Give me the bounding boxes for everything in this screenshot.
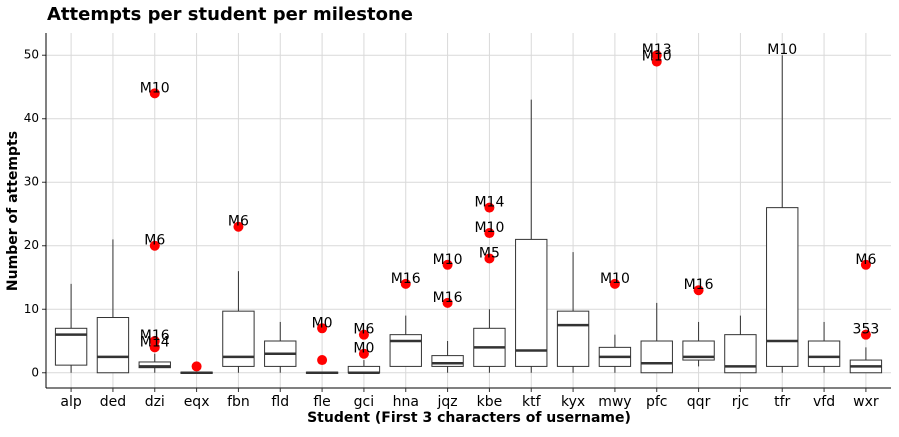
box (96, 317, 130, 374)
box (138, 361, 171, 369)
outlier (860, 329, 871, 340)
box (640, 340, 673, 374)
outlier (442, 259, 453, 270)
y-axis-title: Number of attempts (5, 131, 21, 291)
x-tick-label: rjc (732, 394, 749, 410)
x-tick-label: ded (100, 394, 126, 410)
outlier (317, 355, 328, 366)
outlier-label: M10 (642, 49, 672, 65)
box (682, 340, 715, 361)
box (556, 310, 590, 367)
outlier (651, 56, 662, 67)
x-tick-label: fld (271, 394, 289, 410)
x-tick-label: kbe (477, 394, 503, 410)
outlier (609, 278, 620, 289)
outlier-label: M0 (312, 315, 333, 331)
outlier-label: M16 (433, 290, 463, 306)
outlier-label: M16 (140, 328, 170, 344)
box (515, 238, 548, 367)
outlier (233, 221, 244, 232)
x-tick-label: qqr (687, 394, 711, 410)
outlier (149, 342, 160, 353)
outlier (149, 240, 160, 251)
x-tick-label: dzi (145, 394, 165, 410)
box (766, 207, 799, 367)
box (431, 355, 464, 367)
outlier-label: M6 (855, 252, 876, 268)
outlier-label: M14 (140, 334, 170, 350)
outlier (400, 278, 411, 289)
outlier (191, 361, 202, 372)
y-tick-label: 50 (24, 48, 39, 62)
y-tick-label: 30 (24, 175, 39, 189)
y-tick-label: 20 (24, 238, 39, 252)
x-tick-label: mwy (598, 394, 631, 410)
x-tick-label: vfd (813, 394, 835, 410)
outlier-label: M0 (353, 341, 374, 357)
x-tick-label: pfc (646, 394, 668, 410)
outlier-label: M14 (474, 195, 504, 211)
outlier (693, 285, 704, 296)
outlier (358, 348, 369, 359)
box (807, 340, 841, 367)
outlier (860, 259, 871, 270)
chart-title: Attempts per student per milestone (47, 4, 413, 25)
outlier (484, 253, 495, 264)
outlier-label: M13 (642, 42, 672, 58)
x-axis-title: Student (First 3 characters of username) (307, 410, 631, 426)
y-tick-label: 0 (31, 365, 39, 379)
outlier-label: M10 (433, 252, 463, 268)
outlier-label: M10 (140, 80, 170, 96)
outlier-label: M16 (391, 271, 421, 287)
x-tick-label: fbn (227, 394, 250, 410)
outlier (317, 323, 328, 334)
outlier-label: M10 (600, 271, 630, 287)
outlier-label: M10 (474, 220, 504, 236)
x-tick-label: hna (393, 394, 419, 410)
outlier-label: M6 (353, 322, 374, 338)
outlier (358, 329, 369, 340)
outlier-label: M16 (684, 277, 714, 293)
outlier-label: M5 (479, 245, 500, 261)
y-tick-label: 40 (24, 111, 39, 125)
x-tick-label: eqx (184, 394, 210, 410)
x-tick-label: jqz (437, 394, 458, 410)
x-tick-label: ktf (522, 394, 542, 410)
annotation: M10 (767, 42, 797, 58)
x-tick-label: tfr (774, 394, 790, 410)
outlier (484, 202, 495, 213)
outlier-label: M6 (144, 233, 165, 249)
outlier-label: 353 (853, 322, 880, 338)
outlier (442, 297, 453, 308)
box (389, 334, 422, 367)
x-tick-label: wxr (853, 394, 879, 410)
outlier (149, 88, 160, 99)
outlier-label: M6 (228, 214, 249, 230)
y-tick-label: 10 (24, 302, 39, 316)
x-tick-label: alp (60, 394, 81, 410)
x-tick-label: gci (354, 394, 374, 410)
x-tick-label: fle (313, 394, 330, 410)
outlier (484, 228, 495, 239)
x-tick-label: kyx (561, 394, 585, 410)
